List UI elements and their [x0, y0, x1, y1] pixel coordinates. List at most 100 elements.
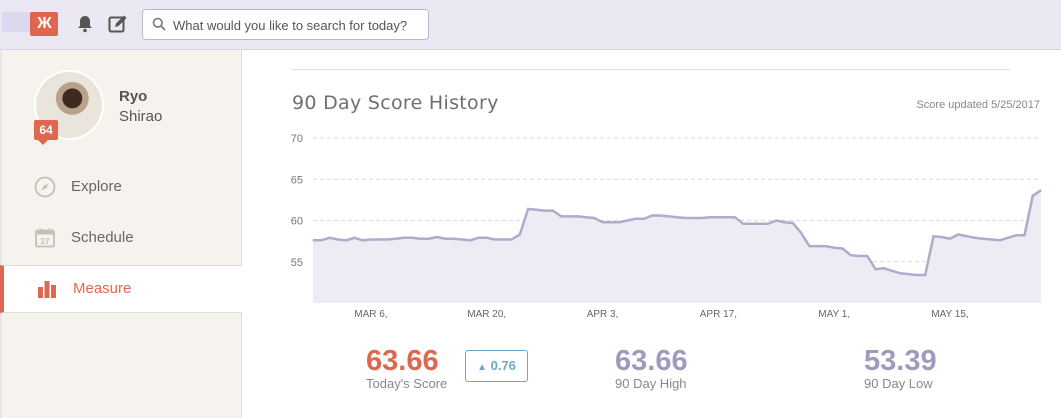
- data-point: [924, 274, 926, 276]
- nav-item-explore[interactable]: Explore: [2, 164, 242, 212]
- data-point: [370, 238, 372, 241]
- data-point: [692, 217, 695, 219]
- data-point: [990, 238, 992, 241]
- score-badge: 64: [34, 120, 58, 145]
- data-point: [494, 238, 496, 241]
- x-tick-label: MAR 20,: [467, 309, 506, 320]
- data-point: [477, 237, 480, 239]
- selection-highlight: [2, 12, 32, 32]
- data-point: [635, 218, 637, 220]
- high-label: 90 Day High: [615, 376, 687, 391]
- data-point: [386, 238, 389, 241]
- data-point: [825, 245, 827, 247]
- data-point: [908, 273, 910, 275]
- data-point: [552, 210, 554, 212]
- data-point: [643, 218, 645, 220]
- data-point: [411, 237, 413, 239]
- data-point: [1007, 237, 1009, 239]
- data-point: [378, 238, 380, 241]
- calendar-day: 27: [41, 237, 50, 246]
- data-point: [486, 237, 488, 239]
- compass-icon: [34, 176, 56, 198]
- data-point: [469, 239, 471, 241]
- data-point: [783, 221, 786, 223]
- data-point: [717, 216, 719, 218]
- data-point: [833, 247, 835, 249]
- data-point: [999, 239, 1001, 241]
- data-point: [668, 215, 670, 217]
- sidebar: 64 Ryo Shirao Explore 27 Schedule Measur…: [0, 50, 242, 418]
- data-point: [419, 238, 422, 240]
- data-point: [328, 237, 331, 239]
- data-point: [395, 238, 397, 240]
- data-point: [585, 216, 587, 218]
- x-tick-label: MAR 6,: [354, 309, 387, 320]
- data-point: [759, 223, 761, 225]
- user-last-name[interactable]: Shirao: [119, 108, 163, 125]
- low-value: 53.39: [864, 345, 937, 377]
- y-tick-label: 55: [291, 257, 303, 269]
- data-point: [1040, 189, 1042, 191]
- chart-area-fill: [313, 190, 1041, 303]
- y-tick-label: 65: [291, 174, 303, 186]
- todays-score-value: 63.66: [366, 345, 439, 377]
- data-point: [461, 238, 463, 241]
- data-point: [601, 221, 604, 223]
- user-first-name[interactable]: Ryo: [119, 88, 148, 105]
- data-point: [684, 217, 686, 219]
- high-value: 63.66: [615, 345, 688, 377]
- y-tick-label: 70: [291, 133, 303, 145]
- data-point: [965, 235, 968, 237]
- data-point: [560, 215, 562, 217]
- low-label: 90 Day Low: [864, 376, 933, 391]
- data-point: [850, 254, 852, 256]
- data-point: [916, 274, 918, 276]
- search-input[interactable]: [173, 15, 423, 35]
- data-point: [593, 217, 595, 219]
- data-point: [337, 238, 339, 241]
- todays-score: 63.66 Today's Score: [366, 345, 447, 391]
- data-point: [709, 216, 711, 218]
- chart-title: 90 Day Score History: [292, 92, 499, 114]
- data-point: [1032, 195, 1034, 197]
- data-point: [982, 238, 984, 240]
- data-point: [734, 216, 736, 218]
- data-point: [453, 238, 455, 240]
- data-point: [651, 214, 653, 217]
- data-point: [610, 221, 612, 223]
- data-point: [312, 239, 314, 241]
- data-point: [436, 236, 438, 238]
- score-change-value: 0.76: [490, 358, 516, 373]
- nav-label-explore: Explore: [71, 178, 122, 195]
- data-point: [883, 267, 885, 269]
- data-point: [775, 219, 777, 222]
- data-point: [527, 208, 529, 210]
- x-tick-label: APR 3,: [587, 309, 619, 320]
- data-point: [841, 247, 844, 250]
- x-tick-label: APR 17,: [700, 309, 737, 320]
- data-point: [750, 223, 753, 225]
- data-point: [618, 221, 620, 223]
- x-tick-label: MAY 1,: [818, 309, 850, 320]
- data-point: [891, 270, 893, 272]
- data-point: [874, 268, 877, 270]
- compose-icon[interactable]: [107, 13, 129, 35]
- data-point: [519, 233, 521, 236]
- score-change-badge[interactable]: ▲ 0.76: [465, 350, 528, 382]
- data-point: [817, 245, 819, 247]
- bell-icon[interactable]: [74, 13, 96, 35]
- nav-item-schedule[interactable]: 27 Schedule: [2, 215, 242, 263]
- data-point: [676, 216, 678, 218]
- data-point: [345, 239, 347, 241]
- data-point: [742, 223, 744, 225]
- data-point: [544, 210, 546, 212]
- nav-item-measure[interactable]: Measure: [0, 265, 242, 313]
- app-logo[interactable]: Ж: [30, 12, 58, 36]
- data-point: [568, 215, 571, 217]
- data-point: [403, 237, 405, 239]
- data-point: [899, 272, 901, 274]
- data-point: [974, 237, 976, 239]
- data-point: [858, 255, 860, 257]
- search-box[interactable]: [142, 9, 429, 40]
- todays-score-label: Today's Score: [366, 376, 448, 391]
